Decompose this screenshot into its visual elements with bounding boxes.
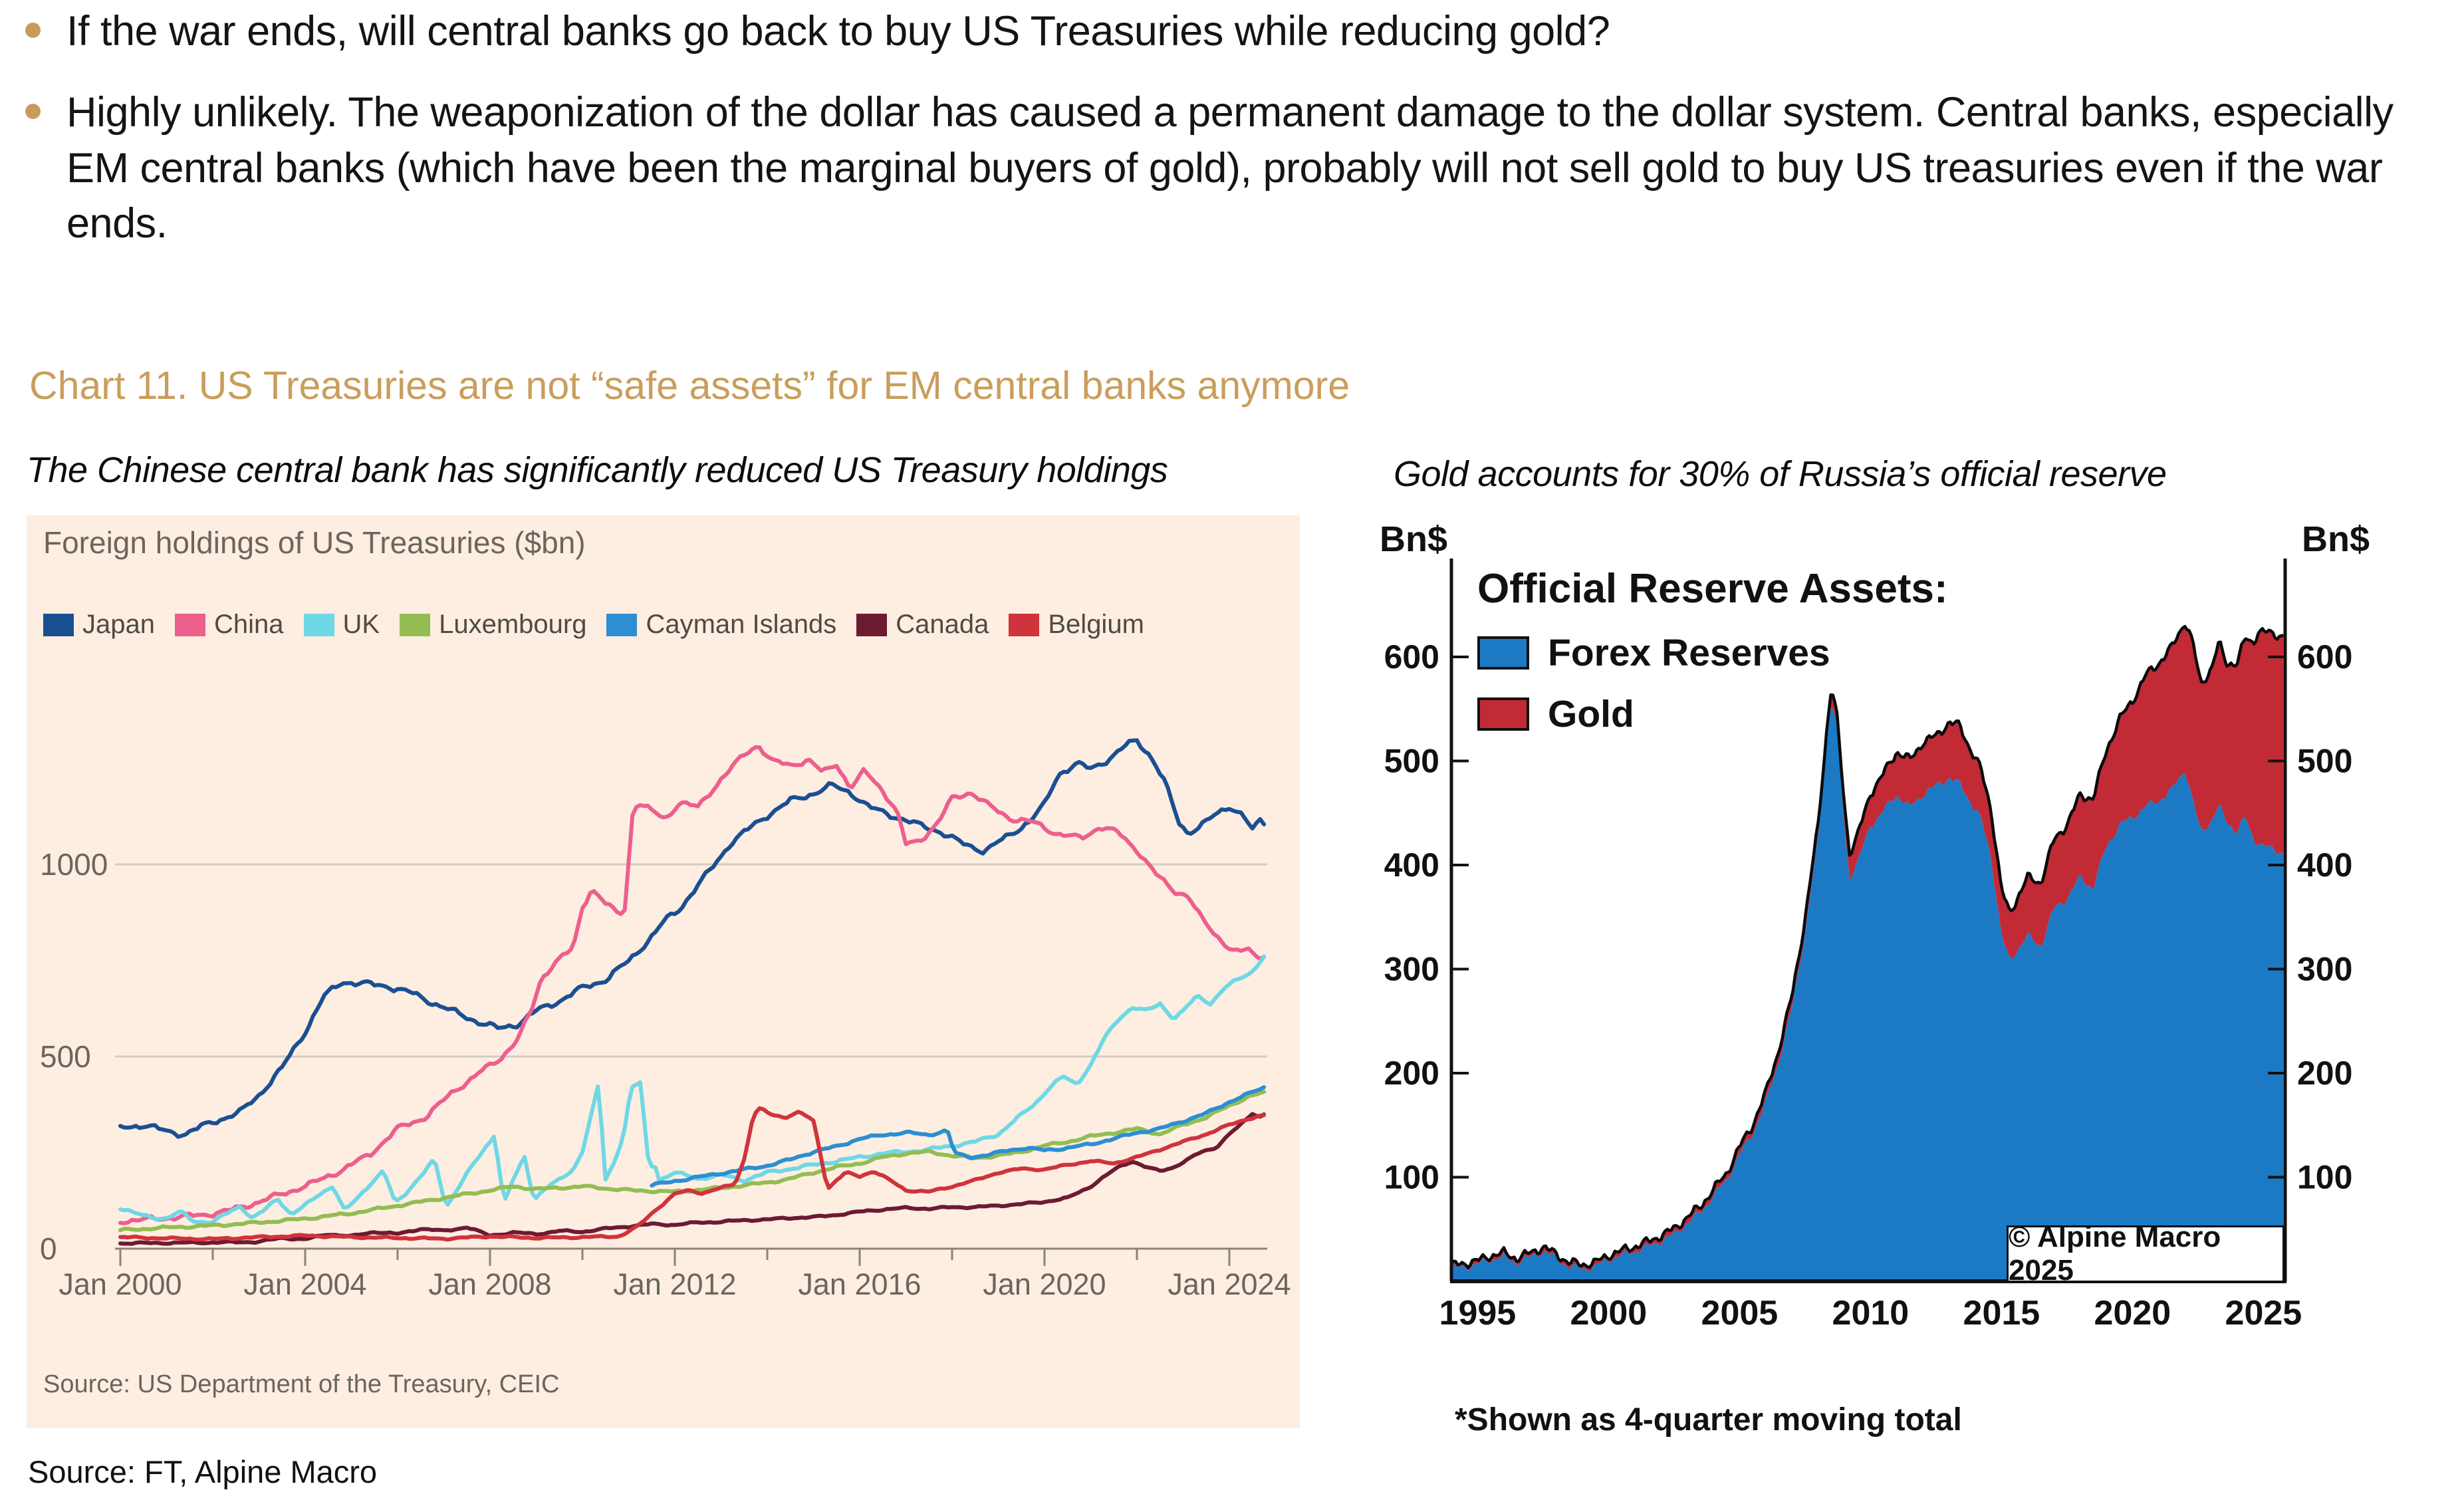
legend-label: China <box>213 610 284 639</box>
y-tick-label: 300 <box>1384 951 1439 988</box>
x-tick-label: 2025 <box>2225 1294 2302 1332</box>
x-tick-label: 2010 <box>1832 1294 1910 1332</box>
series-line-canada <box>118 1112 1267 1246</box>
bullet-text: If the war ends, will central banks go b… <box>66 8 1610 55</box>
y-tick-label: 100 <box>1384 1159 1439 1196</box>
legend-label: Forex Reserves <box>1548 632 1830 674</box>
bullet-list: If the war ends, will central banks go b… <box>19 4 2439 277</box>
right-chart-subtitle: Gold accounts for 30% of Russia’s offici… <box>1394 454 2167 494</box>
series-line-uk <box>118 954 1267 1225</box>
bullet-icon <box>25 103 41 119</box>
legend-swatch-icon <box>856 613 888 636</box>
y-tick-label: 200 <box>1384 1055 1439 1092</box>
legend-swatch-icon <box>174 613 205 636</box>
legend-item: Belgium <box>1009 610 1144 640</box>
x-tick-label: Jan 2024 <box>1168 1267 1291 1301</box>
y-tick-label: 1000 <box>40 847 108 882</box>
x-tick-label: 2015 <box>1963 1294 2040 1332</box>
legend-swatch-icon <box>1009 613 1040 636</box>
legend-swatch-icon <box>43 613 74 636</box>
legend-label: Gold <box>1548 693 1634 735</box>
legend-item: Canada <box>856 610 989 640</box>
legend-label: Luxembourg <box>439 610 587 639</box>
y-tick-label: 400 <box>2297 846 2352 884</box>
legend-item: Cayman Islands <box>606 610 836 640</box>
left-chart-plot: 0 500 1000 Jan 2000 Jan 2004 Jan 2008 Jan 2012… <box>40 738 1291 1301</box>
x-tick-label: 1995 <box>1439 1294 1517 1332</box>
right-chart-unit-left: Bn$ <box>1379 519 1447 559</box>
right-chart-unit-right: Bn$ <box>2302 519 2370 559</box>
series-line-belgium <box>118 1106 1267 1242</box>
left-chart-source: Source: US Department of the Treasury, C… <box>43 1370 560 1398</box>
x-tick-label: Jan 2000 <box>59 1267 182 1301</box>
area-forex-reserves <box>1453 708 2284 1280</box>
legend-item: Luxembourg <box>400 610 586 640</box>
y-tick-label: 600 <box>1384 638 1439 676</box>
x-tick-label: 2000 <box>1570 1294 1648 1332</box>
legend-swatch-icon <box>1477 636 1529 670</box>
chart-heading: Chart 11. US Treasuries are not “safe as… <box>29 364 1350 408</box>
legend-label: Cayman Islands <box>646 610 837 639</box>
y-tick-label: 600 <box>2297 638 2352 676</box>
legend-label: UK <box>342 610 380 639</box>
x-tick-label: Jan 2020 <box>983 1267 1106 1301</box>
x-tick-label: 2020 <box>2094 1294 2171 1332</box>
bullet-icon <box>25 23 41 38</box>
left-chart-subtitle: The Chinese central bank has significant… <box>27 450 1168 490</box>
y-tick-label: 400 <box>1384 846 1439 884</box>
x-tick-label: Jan 2004 <box>243 1267 366 1301</box>
y-tick-label: 0 <box>40 1231 57 1266</box>
right-chart-legend: Official Reserve Assets: Forex Reserves G… <box>1477 565 1948 753</box>
bullet-item: Highly unlikely. The weaponization of th… <box>19 85 2439 252</box>
legend-item: Gold <box>1477 692 1948 736</box>
x-tick-label: Jan 2012 <box>613 1267 736 1301</box>
legend-item: Forex Reserves <box>1477 631 1948 675</box>
y-tick-label: 100 <box>2297 1159 2352 1196</box>
x-tick-label: Jan 2008 <box>428 1267 551 1301</box>
legend-label: Canada <box>896 610 989 639</box>
series-line-china <box>118 745 1267 1225</box>
left-chart-title: Foreign holdings of US Treasuries ($bn) <box>43 525 586 560</box>
legend-swatch-icon <box>606 613 638 636</box>
series-line-cayman-islands <box>650 1085 1267 1188</box>
right-chart-plot: 100 100 200 200 300 300 400 400 500 500 600 600 1995… <box>1384 559 2352 1332</box>
series-line-japan <box>118 738 1267 1139</box>
page-source: Source: FT, Alpine Macro <box>28 1454 378 1489</box>
y-tick-label: 300 <box>2297 951 2352 988</box>
y-tick-label: 500 <box>40 1039 91 1074</box>
left-chart-legend: Japan China UK Luxembourg Cayman Islands Cana… <box>43 610 1144 640</box>
watermark: © Alpine Macro 2025 <box>2007 1221 2284 1287</box>
right-chart-footnote: *Shown as 4-quarter moving total <box>1455 1402 1962 1438</box>
bullet-text: Highly unlikely. The weaponization of th… <box>66 88 2394 247</box>
legend-label: Belgium <box>1048 610 1144 639</box>
legend-item: China <box>174 610 284 640</box>
legend-swatch-icon <box>400 613 431 636</box>
bullet-item: If the war ends, will central banks go b… <box>19 4 2439 60</box>
legend-item: Japan <box>43 610 155 640</box>
y-tick-label: 500 <box>1384 743 1439 780</box>
y-tick-label: 500 <box>2297 743 2352 780</box>
left-chart-panel: Foreign holdings of US Treasuries ($bn) … <box>27 515 1300 1428</box>
area-gold <box>1453 626 2284 1272</box>
legend-item: UK <box>303 610 380 640</box>
legend-swatch-icon <box>303 613 334 636</box>
x-tick-label: 2005 <box>1701 1294 1779 1332</box>
legend-swatch-icon <box>1477 697 1529 731</box>
x-tick-label: Jan 2016 <box>798 1267 921 1301</box>
legend-label: Japan <box>82 610 155 639</box>
y-tick-label: 200 <box>2297 1055 2352 1092</box>
right-chart-legend-title: Official Reserve Assets: <box>1477 566 1948 612</box>
